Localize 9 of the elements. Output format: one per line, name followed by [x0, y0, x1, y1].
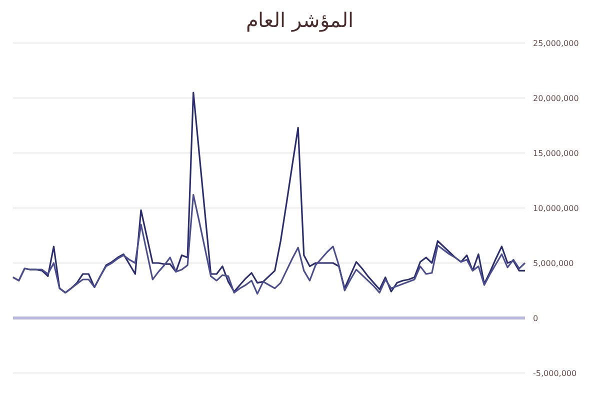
y-tick-label: 25,000,000: [533, 38, 579, 48]
y-tick-label: 15,000,000: [533, 148, 579, 158]
y-tick-label: 10,000,000: [533, 204, 579, 213]
y-tick-label: -5,000,000: [533, 368, 577, 378]
chart-title: المؤشر العام: [244, 8, 356, 34]
line-series: [12, 194, 526, 295]
y-tick-label: 0: [533, 314, 538, 323]
y-tick-label: 5,000,000: [533, 258, 574, 268]
y-tick-label: 20,000,000: [533, 94, 579, 103]
